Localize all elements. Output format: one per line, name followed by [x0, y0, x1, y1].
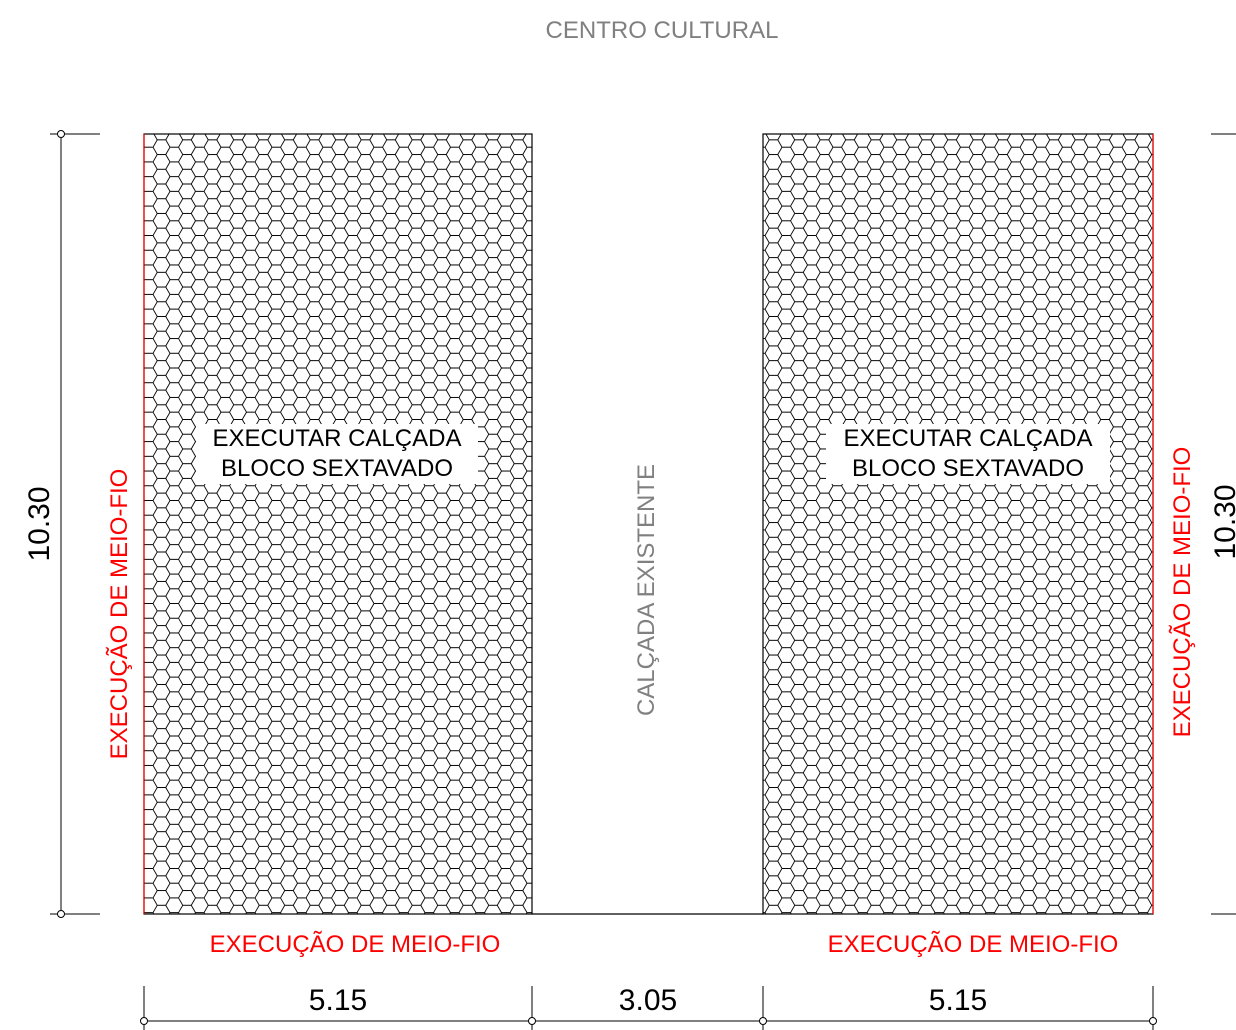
middle-width-label: 3.05	[619, 984, 677, 1017]
left-curb-side-label: EXECUÇÃO DE MEIO-FIO	[106, 469, 133, 760]
left-height-label: 10.30	[23, 486, 56, 561]
left-area-label-line1: EXECUTAR CALÇADA	[213, 425, 462, 452]
left-paving-area: EXECUTAR CALÇADA BLOCO SEXTAVADO	[143, 133, 533, 915]
existing-sidewalk-label: CALÇADA EXISTENTE	[633, 464, 660, 716]
right-curb-side-label: EXECUÇÃO DE MEIO-FIO	[1169, 447, 1196, 738]
right-label-mask	[826, 424, 1110, 484]
right-area-label-line1: EXECUTAR CALÇADA	[844, 425, 1093, 452]
right-height-label: 10.30	[1209, 484, 1236, 559]
left-height-dimension: 10.30	[23, 130, 100, 918]
existing-sidewalk-area: CALÇADA EXISTENTE	[532, 464, 763, 915]
right-paving-area: EXECUTAR CALÇADA BLOCO SEXTAVADO	[762, 133, 1154, 915]
left-hex-hatch	[144, 134, 532, 914]
right-height-dimension: 10.30	[1209, 133, 1236, 915]
left-curb-bottom-label: EXECUÇÃO DE MEIO-FIO	[210, 931, 501, 958]
bottom-width-dimensions: 5.15 3.05 5.15	[140, 984, 1157, 1030]
building-label: CENTRO CULTURAL	[546, 17, 779, 44]
right-width-label: 5.15	[929, 984, 987, 1017]
right-area-label-line2: BLOCO SEXTAVADO	[852, 455, 1084, 482]
left-width-label: 5.15	[309, 984, 367, 1017]
left-label-mask	[196, 424, 478, 484]
right-hex-hatch	[763, 134, 1153, 914]
left-area-label-line2: BLOCO SEXTAVADO	[221, 455, 453, 482]
right-curb-bottom-label: EXECUÇÃO DE MEIO-FIO	[828, 931, 1119, 958]
